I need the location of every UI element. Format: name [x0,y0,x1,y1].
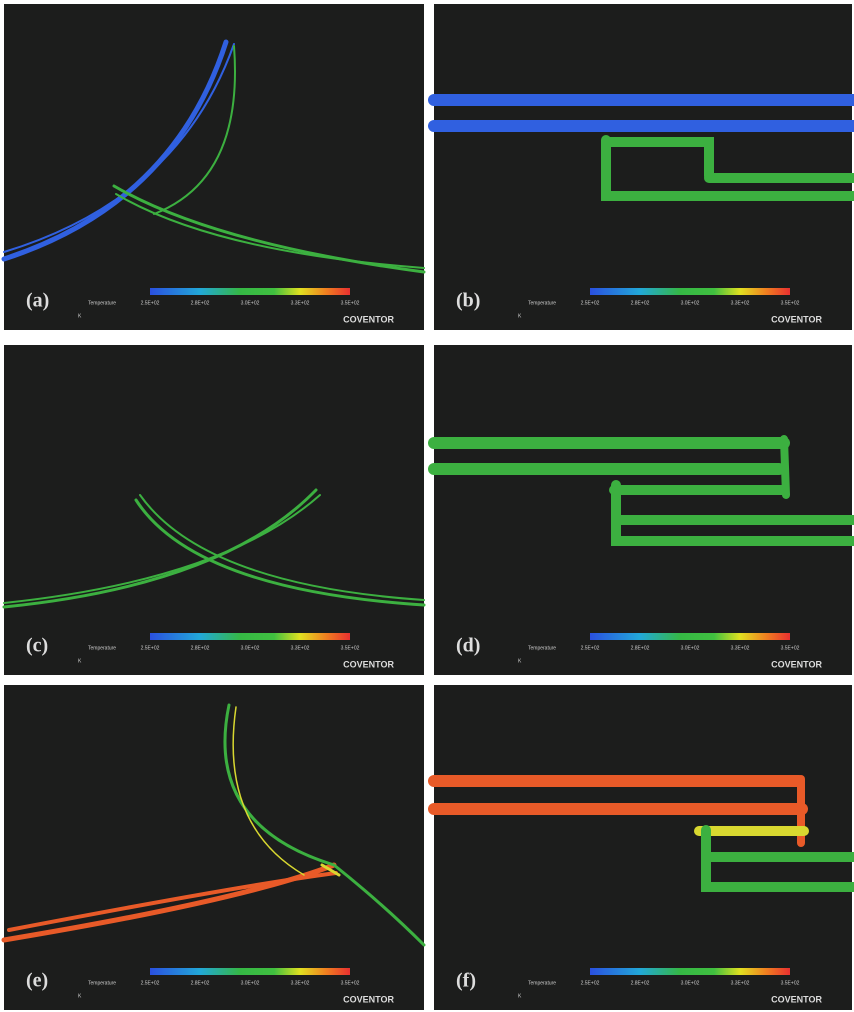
brand: COVENTOR [343,314,394,324]
colorbar [150,968,350,975]
brand: COVENTOR [343,659,394,669]
beam [7,871,338,932]
colorbar-tick: 2.5E+02 [581,645,600,651]
beam [112,184,426,274]
colorbar-tick: 3.0E+02 [241,645,260,651]
panel: Temperature 2.5E+02 2.8E+02 3.0E+02 3.3E+02 3… [428,345,854,675]
legend-title: Temperature [88,645,116,651]
panel-label: (f) [456,970,476,992]
beam [601,137,714,181]
colorbar-tick: 3.0E+02 [681,980,700,986]
panel-background [434,685,852,1010]
panel-background [4,4,424,330]
panel-label: (c) [26,635,48,657]
colorbar [590,968,790,975]
colorbar-tick: 3.0E+02 [681,300,700,306]
beam [701,825,854,892]
colorbar-tick: 2.8E+02 [631,980,650,986]
legend-title: Temperature [528,645,556,651]
beam [3,43,235,253]
beam [232,706,305,876]
brand: COVENTOR [771,314,822,324]
colorbar-tick: 2.5E+02 [581,980,600,986]
legend-title: Temperature [528,300,556,306]
colorbar-tick: 3.5E+02 [341,645,360,651]
beam [3,494,321,604]
colorbar-tick: 2.5E+02 [141,300,160,306]
beam [611,480,854,546]
colorbar-tick: 2.8E+02 [631,300,650,306]
colorbar-tick: 2.8E+02 [631,645,650,651]
colorbar-tick: 2.5E+02 [141,645,160,651]
panel: Temperature 2.5E+02 2.8E+02 3.0E+02 3.3E+02 3… [2,345,426,675]
beam [139,494,425,601]
beam [153,45,236,215]
colorbar [150,633,350,640]
colorbar-tick: 3.3E+02 [291,980,310,986]
brand: COVENTOR [771,994,822,1004]
beam [134,498,426,607]
panel-label: (a) [26,290,49,312]
brand: COVENTOR [343,994,394,1004]
colorbar-tick: 2.5E+02 [581,300,600,306]
panel: Temperature 2.5E+02 2.8E+02 3.0E+02 3.3E+02 3… [428,685,854,1010]
beam [115,193,425,269]
unit: K [78,658,82,664]
legend-title: Temperature [88,980,116,986]
unit: K [518,993,522,999]
colorbar-tick: 3.5E+02 [341,980,360,986]
beam [1,862,337,943]
colorbar-tick: 2.8E+02 [191,300,210,306]
unit: K [78,993,82,999]
colorbar [150,288,350,295]
beam [223,703,426,947]
panel: Temperature 2.5E+02 2.8E+02 3.0E+02 3.3E+02 3… [428,4,854,330]
unit: K [78,313,82,319]
panel-label: (d) [456,635,480,657]
panel-background [4,345,424,675]
beam [2,488,318,609]
panel-background [434,4,852,330]
panel-label: (b) [456,290,480,312]
panel-background [434,345,852,675]
colorbar-tick: 3.3E+02 [291,645,310,651]
colorbar [590,288,790,295]
colorbar-tick: 3.0E+02 [241,300,260,306]
panel-label: (e) [26,970,48,992]
colorbar-tick: 3.5E+02 [781,980,800,986]
colorbar-tick: 2.8E+02 [191,980,210,986]
panel: Temperature 2.5E+02 2.8E+02 3.0E+02 3.3E+02 3… [1,4,426,330]
panel-background [4,685,424,1010]
panel: Temperature 2.5E+02 2.8E+02 3.0E+02 3.3E+02 3… [1,685,426,1010]
unit: K [518,658,522,664]
colorbar-tick: 2.8E+02 [191,645,210,651]
colorbar-tick: 3.3E+02 [291,300,310,306]
colorbar [590,633,790,640]
beam [601,135,854,201]
colorbar-tick: 3.5E+02 [781,645,800,651]
colorbar-tick: 3.0E+02 [241,980,260,986]
unit: K [518,313,522,319]
colorbar-tick: 3.3E+02 [731,645,750,651]
colorbar-tick: 3.5E+02 [341,300,360,306]
colorbar-tick: 3.0E+02 [681,645,700,651]
beam [320,863,341,877]
colorbar-tick: 3.3E+02 [731,300,750,306]
legend-title: Temperature [528,980,556,986]
colorbar-tick: 3.5E+02 [781,300,800,306]
brand: COVENTOR [771,659,822,669]
colorbar-tick: 2.5E+02 [141,980,160,986]
colorbar-tick: 3.3E+02 [731,980,750,986]
legend-title: Temperature [88,300,116,306]
